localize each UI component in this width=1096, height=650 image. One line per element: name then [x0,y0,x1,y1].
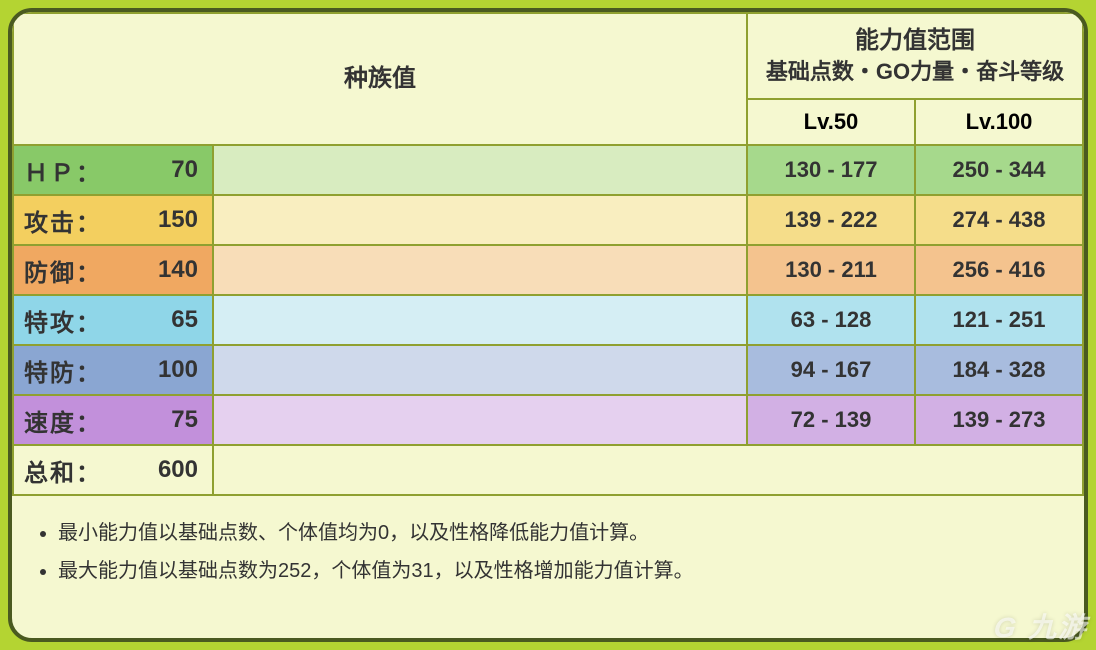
stat-label-cell: 防御：140 [13,245,213,295]
stat-value: 100 [102,356,198,384]
header-lv100: Lv.100 [915,99,1083,145]
stat-bar-cell [213,395,747,445]
stat-name: 防御： [24,253,102,288]
stat-name: 攻击： [24,203,102,238]
stat-bar-cell [213,345,747,395]
stat-range-lv50: 139 - 222 [747,195,915,245]
stat-bar-cell [213,145,747,195]
stat-label-cell: 特攻：65 [13,295,213,345]
stat-range-lv100: 121 - 251 [915,295,1083,345]
stats-card: 种族值 能力值范围 基础点数・GO力量・奋斗等级 Lv.50 Lv.100 ＨＰ… [8,8,1088,642]
stat-value: 65 [102,306,198,334]
stat-label-cell: 特防：100 [13,345,213,395]
header-range-subtitle: 基础点数・GO力量・奋斗等级 [748,57,1082,88]
header-lv50: Lv.50 [747,99,915,145]
stat-row: ＨＰ：70 130 - 177250 - 344 [13,145,1083,195]
total-value: 600 [102,456,198,484]
stat-name: ＨＰ： [24,153,102,188]
stat-range-lv50: 130 - 211 [747,245,915,295]
stat-value: 75 [102,406,198,434]
header-range-title: 能力值范围 [748,24,1082,58]
footnote-item: 最大能力值以基础点数为252，个体值为31，以及性格增加能力值计算。 [58,552,1056,590]
stat-range-lv100: 256 - 416 [915,245,1083,295]
stat-range-lv100: 250 - 344 [915,145,1083,195]
total-label: 总和： [24,453,102,488]
stat-bar-cell [213,195,747,245]
stat-value: 150 [102,206,198,234]
stat-name: 特攻： [24,303,102,338]
stat-row: 特攻：65 63 - 128121 - 251 [13,295,1083,345]
stat-range-lv50: 72 - 139 [747,395,915,445]
footnotes: 最小能力值以基础点数、个体值均为0，以及性格降低能力值计算。 最大能力值以基础点… [12,496,1084,600]
stat-name: 特防： [24,353,102,388]
total-row: 总和： 600 [13,445,1083,495]
stat-value: 140 [102,256,198,284]
footnote-item: 最小能力值以基础点数、个体值均为0，以及性格降低能力值计算。 [58,514,1056,552]
stat-name: 速度： [24,403,102,438]
stat-range-lv100: 274 - 438 [915,195,1083,245]
stats-table: 种族值 能力值范围 基础点数・GO力量・奋斗等级 Lv.50 Lv.100 ＨＰ… [12,12,1084,496]
stat-row: 攻击：150 139 - 222274 - 438 [13,195,1083,245]
stat-range-lv50: 63 - 128 [747,295,915,345]
stat-label-cell: ＨＰ：70 [13,145,213,195]
stat-label-cell: 速度：75 [13,395,213,445]
stat-row: 速度：75 72 - 139139 - 273 [13,395,1083,445]
stat-bar-cell [213,245,747,295]
stat-range-lv50: 94 - 167 [747,345,915,395]
stat-label-cell: 攻击：150 [13,195,213,245]
header-range: 能力值范围 基础点数・GO力量・奋斗等级 [747,13,1083,99]
stat-value: 70 [102,156,198,184]
stat-range-lv50: 130 - 177 [747,145,915,195]
stat-range-lv100: 139 - 273 [915,395,1083,445]
stat-row: 特防：100 94 - 167184 - 328 [13,345,1083,395]
total-empty [213,445,1083,495]
stat-bar-cell [213,295,747,345]
stat-row: 防御：140 130 - 211256 - 416 [13,245,1083,295]
header-row-1: 种族值 能力值范围 基础点数・GO力量・奋斗等级 [13,13,1083,99]
stat-range-lv100: 184 - 328 [915,345,1083,395]
header-base-stats: 种族值 [13,13,747,145]
total-label-cell: 总和： 600 [13,445,213,495]
